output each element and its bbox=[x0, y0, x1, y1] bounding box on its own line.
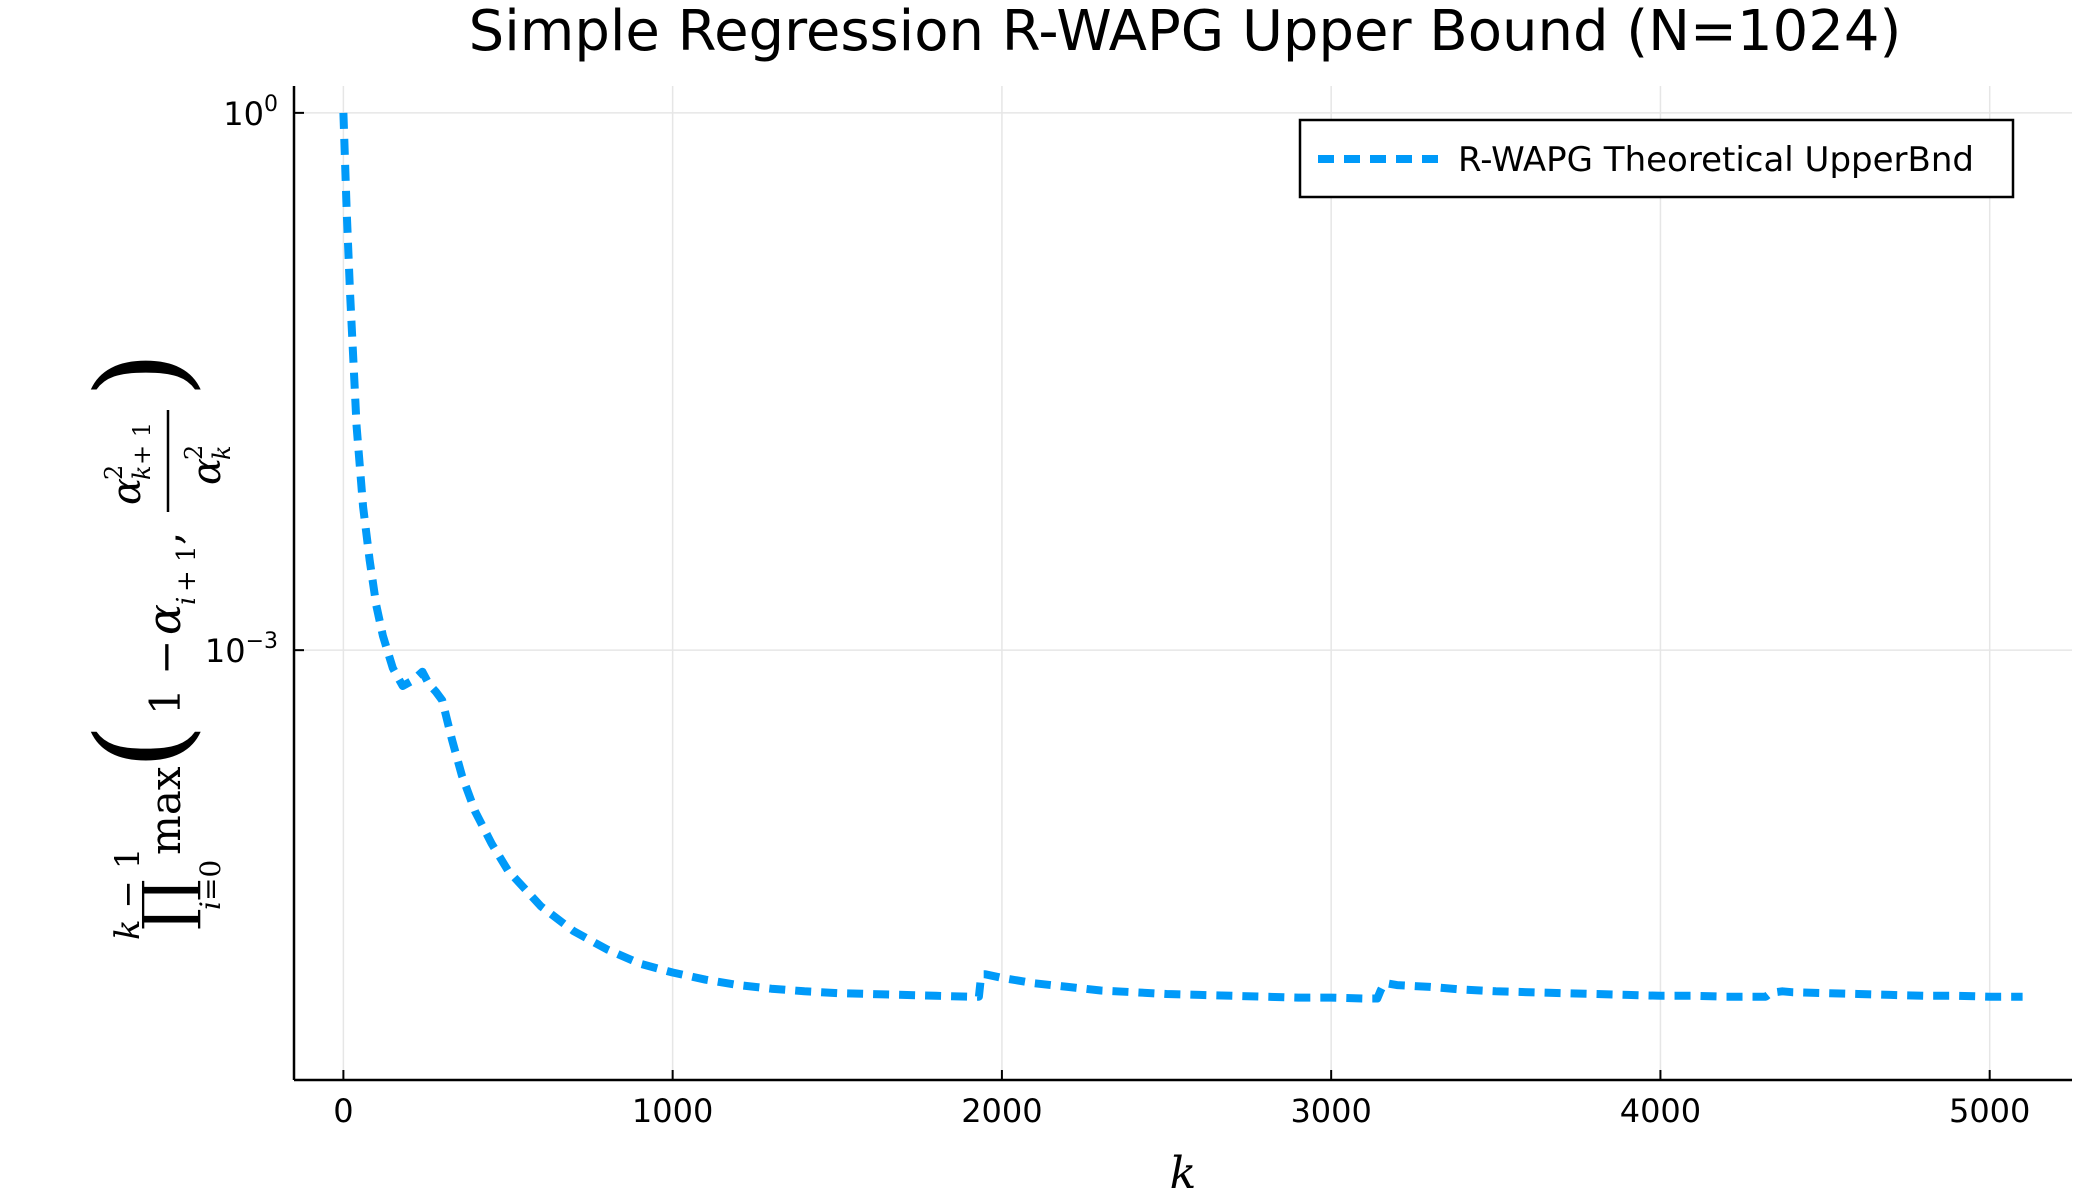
svg-text:+ 1: + 1 bbox=[128, 422, 156, 465]
x-tick-label: 5000 bbox=[1949, 1092, 2030, 1130]
svg-text:α: α bbox=[137, 604, 191, 635]
svg-text:i: i bbox=[172, 597, 202, 605]
svg-text:i=0: i=0 bbox=[194, 860, 227, 910]
x-tick-label: 3000 bbox=[1290, 1092, 1371, 1130]
svg-text:k − 1: k − 1 bbox=[108, 848, 148, 940]
svg-text:α: α bbox=[104, 478, 150, 505]
svg-text:): ) bbox=[72, 351, 211, 398]
series-line bbox=[339, 112, 2023, 1003]
x-tick-label: 2000 bbox=[961, 1092, 1042, 1130]
x-tick-label: 4000 bbox=[1620, 1092, 1701, 1130]
y-tick-label: 100 bbox=[223, 92, 278, 133]
svg-text:max: max bbox=[141, 766, 190, 855]
svg-text:∏: ∏ bbox=[130, 879, 204, 930]
legend: R-WAPG Theoretical UpperBnd bbox=[1298, 118, 2015, 199]
x-tick-label: 0 bbox=[333, 1092, 353, 1130]
svg-text:2: 2 bbox=[180, 445, 208, 460]
y-axis-label: k − 1 ∏ i=0 max ( 1 − α i + 1 , α 2 k + … bbox=[72, 351, 236, 940]
chart-title: Simple Regression R-WAPG Upper Bound (N=… bbox=[469, 0, 1902, 64]
legend-label: R-WAPG Theoretical UpperBnd bbox=[1458, 140, 1974, 180]
svg-text:1 −: 1 − bbox=[141, 640, 190, 715]
svg-text:,: , bbox=[141, 532, 190, 545]
svg-text:k: k bbox=[128, 465, 156, 480]
svg-text:k: k bbox=[208, 445, 236, 460]
series-layer bbox=[339, 112, 2023, 1003]
legend-box bbox=[1298, 118, 2015, 199]
svg-text:+ 1: + 1 bbox=[172, 545, 202, 592]
x-axis-label: k bbox=[1170, 1148, 1197, 1199]
svg-text:2: 2 bbox=[100, 465, 128, 480]
grid-lines bbox=[294, 86, 2072, 1080]
y-ticks: 100 10−3 bbox=[205, 92, 304, 670]
axes bbox=[292, 86, 2072, 1082]
y-tick-label: 10−3 bbox=[205, 629, 278, 670]
x-ticks: 0 1000 2000 3000 4000 5000 bbox=[333, 1070, 2030, 1130]
svg-text:α: α bbox=[184, 458, 230, 485]
x-tick-label: 1000 bbox=[632, 1092, 713, 1130]
svg-text:(: ( bbox=[72, 723, 211, 770]
